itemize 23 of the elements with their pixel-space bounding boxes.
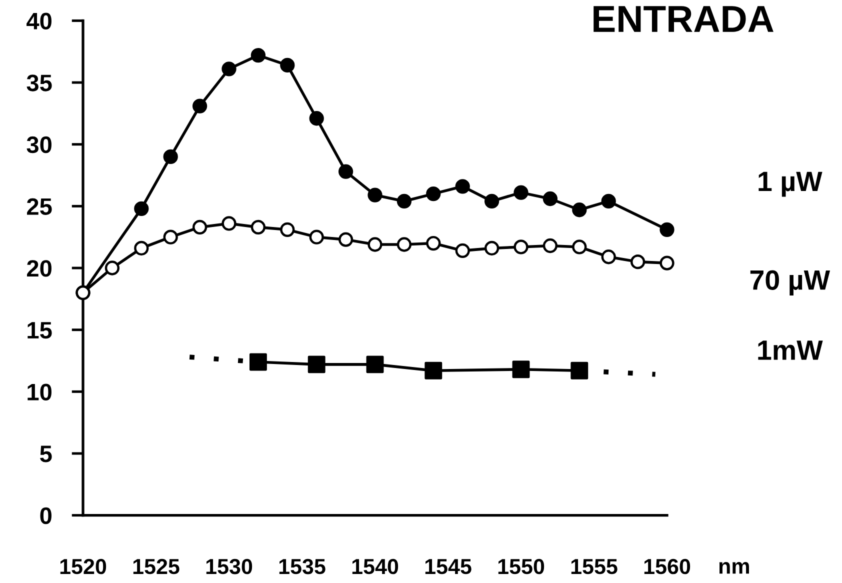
y-tick-label: 40 bbox=[26, 12, 52, 30]
x-tick-label: 1550 bbox=[498, 558, 544, 574]
y-tick-label: 5 bbox=[40, 446, 52, 462]
y-tick-label: 25 bbox=[27, 198, 52, 215]
x-tick-label: 1535 bbox=[279, 558, 326, 574]
y-tick-label: 15 bbox=[28, 322, 52, 339]
x-tick-label: 1530 bbox=[206, 558, 252, 574]
x-tick-label: 1525 bbox=[133, 558, 180, 574]
y-tick-label: 0 bbox=[40, 507, 52, 524]
y-tick-label: 10 bbox=[28, 384, 52, 400]
text: 1mW bbox=[758, 340, 823, 360]
x-tick-label: 1520 bbox=[60, 558, 106, 574]
x-tick-label: 1545 bbox=[425, 559, 472, 574]
x-tick-label: 1555 bbox=[571, 559, 618, 574]
x-tick-label: 1560 bbox=[644, 558, 690, 574]
y-tick-label: 35 bbox=[26, 74, 52, 92]
chart-title: ENTRADA bbox=[594, 6, 774, 32]
x-axis-title: nm bbox=[719, 562, 749, 574]
x-tick-label: 1540 bbox=[352, 558, 398, 574]
text: 1 µW bbox=[758, 172, 822, 197]
y-tick-label: 20 bbox=[27, 260, 52, 277]
y-tick-label: 30 bbox=[26, 136, 52, 154]
text: 70 µW bbox=[750, 270, 830, 296]
